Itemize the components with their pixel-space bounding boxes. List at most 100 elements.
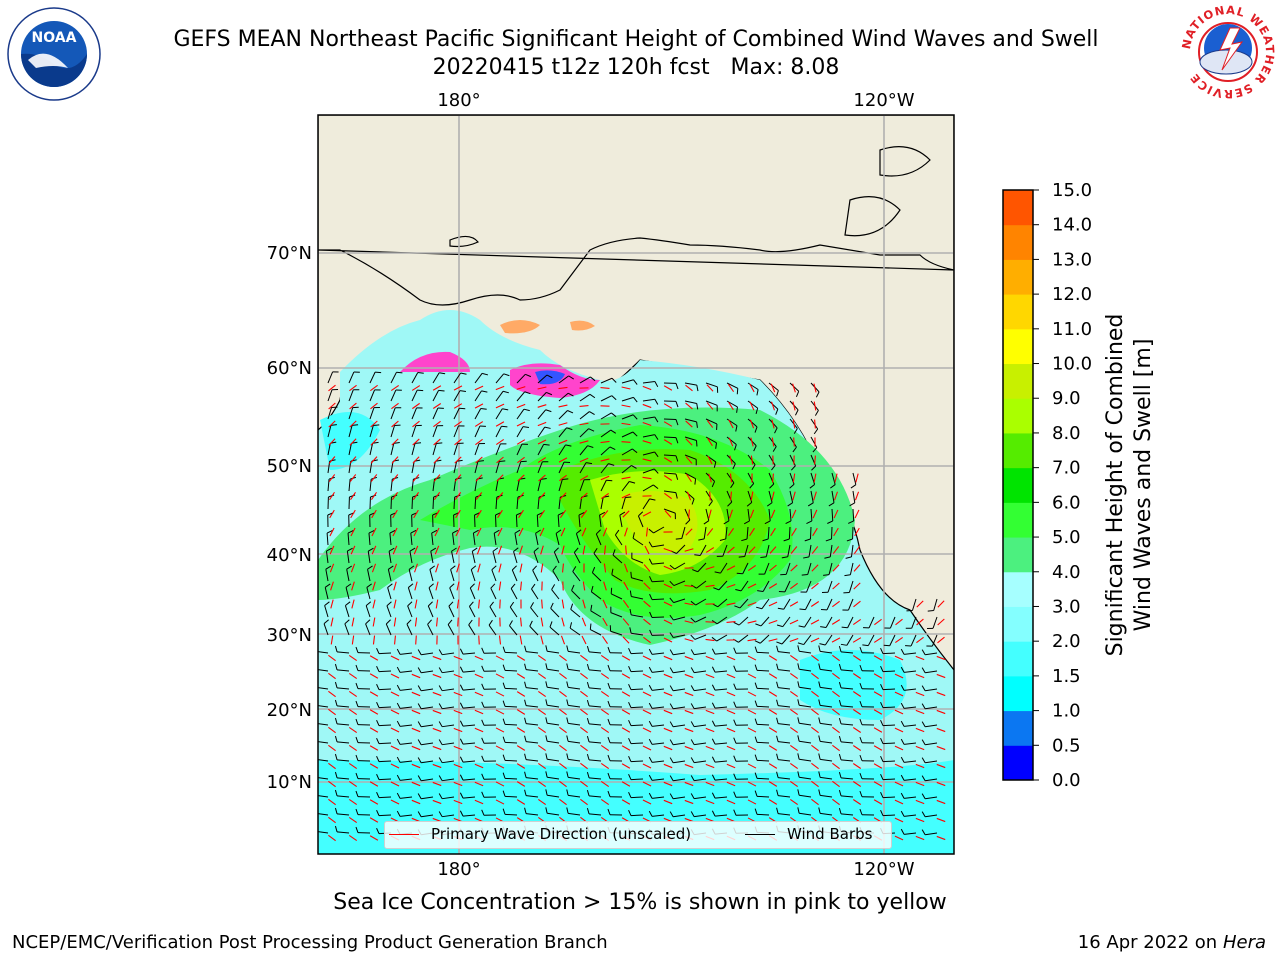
wind-barb bbox=[537, 409, 547, 420]
legend-line-black bbox=[745, 833, 775, 835]
wind-barb bbox=[463, 760, 476, 763]
wind-barb bbox=[366, 587, 371, 600]
wave-direction-arrow bbox=[349, 402, 357, 410]
colorbar-tick-label: 11.0 bbox=[1052, 319, 1092, 340]
wind-barb-flag bbox=[776, 681, 779, 688]
wind-barb bbox=[468, 606, 476, 618]
wind-barb bbox=[463, 778, 476, 781]
wave-direction-arrow bbox=[559, 762, 567, 770]
wind-barb bbox=[642, 468, 655, 474]
wave-direction-arrow bbox=[603, 563, 607, 573]
wave-direction-arrow bbox=[622, 636, 630, 644]
wind-barb-flag bbox=[555, 529, 562, 534]
wind-barb-flag bbox=[648, 702, 653, 709]
wave-direction-arrow bbox=[391, 438, 399, 446]
colorbar-tick-label: 15.0 bbox=[1052, 180, 1092, 201]
wind-barb bbox=[411, 389, 418, 402]
colorbar-label-line2: Wind Waves and Swell [m] bbox=[1131, 339, 1156, 632]
wind-barb bbox=[799, 740, 812, 744]
wave-direction-arrow bbox=[455, 527, 461, 537]
wind-barb-flag bbox=[818, 735, 821, 742]
wind-barb bbox=[421, 652, 434, 656]
wave-direction-arrow bbox=[495, 781, 505, 787]
wind-barb bbox=[474, 425, 481, 438]
wave-direction-arrow bbox=[625, 545, 627, 555]
wind-barb-flag bbox=[675, 437, 679, 444]
wind-barb-flag bbox=[347, 547, 353, 552]
wind-barb bbox=[841, 795, 854, 798]
wave-direction-arrow bbox=[684, 638, 694, 642]
wind-barb bbox=[651, 598, 665, 601]
wave-direction-arrow bbox=[726, 584, 736, 588]
wind-barb-flag bbox=[355, 772, 359, 779]
wind-barb-flag bbox=[537, 512, 543, 516]
wind-barb bbox=[526, 741, 539, 744]
wind-barb-flag bbox=[456, 459, 463, 462]
wave-direction-arrow bbox=[852, 673, 862, 679]
wind-barb-flag bbox=[355, 790, 359, 797]
wave-direction-arrow bbox=[790, 546, 798, 554]
wind-barb-flag bbox=[545, 699, 548, 706]
wave-direction-arrow bbox=[642, 403, 652, 409]
wind-barb bbox=[810, 418, 819, 430]
colorbar-tick-label: 5.0 bbox=[1052, 527, 1081, 548]
wave-direction-arrow bbox=[454, 474, 462, 482]
wind-barb bbox=[781, 634, 791, 645]
wind-barb bbox=[547, 722, 560, 726]
wind-barb bbox=[529, 625, 539, 636]
wind-barb bbox=[442, 778, 455, 782]
wind-barb-flag bbox=[566, 427, 573, 431]
lat-label-30n: 30°N bbox=[267, 625, 312, 646]
wave-direction-arrow bbox=[516, 763, 526, 769]
wind-barb bbox=[327, 407, 332, 420]
wind-barb-flag bbox=[502, 808, 506, 815]
wind-barb-flag bbox=[754, 682, 758, 689]
wave-direction-arrow bbox=[705, 799, 715, 805]
wave-direction-arrow bbox=[832, 564, 840, 572]
wind-barb-flag bbox=[315, 735, 316, 741]
wave-direction-arrow bbox=[582, 581, 586, 591]
wave-direction-arrow bbox=[328, 402, 336, 410]
noaa-logo: NOAA bbox=[7, 7, 101, 101]
wind-barb bbox=[803, 634, 812, 645]
wave-direction-arrow bbox=[748, 546, 756, 554]
wind-barb-flag bbox=[481, 647, 485, 654]
wave-direction-arrow bbox=[372, 581, 376, 591]
wind-barb bbox=[579, 497, 583, 510]
wind-barb-flag bbox=[921, 739, 926, 746]
wind-barb-flag bbox=[859, 646, 863, 653]
wave-direction-arrow bbox=[747, 673, 757, 679]
wave-direction-arrow bbox=[434, 527, 440, 537]
wind-barb-flag bbox=[714, 571, 721, 574]
sea-ice-kotzebue bbox=[570, 320, 595, 331]
wave-direction-arrow bbox=[434, 545, 440, 555]
wind-barb bbox=[850, 544, 854, 557]
wind-barb-flag bbox=[452, 529, 459, 534]
wind-barb-flag bbox=[838, 735, 842, 743]
wave-direction-arrow bbox=[541, 599, 543, 609]
wave-direction-arrow bbox=[328, 690, 336, 698]
wave-direction-arrow bbox=[811, 564, 819, 572]
colorbar-segment bbox=[1003, 363, 1033, 399]
wind-barb-flag bbox=[649, 611, 653, 618]
colorbar-tick-label: 6.0 bbox=[1052, 492, 1081, 513]
wave-direction-arrow bbox=[540, 545, 544, 555]
wind-barb-flag bbox=[522, 426, 530, 429]
wind-barb bbox=[789, 436, 797, 448]
wave-direction-arrow bbox=[495, 763, 505, 769]
wave-direction-arrow bbox=[643, 600, 651, 608]
wind-barb bbox=[378, 706, 392, 709]
wind-barb-flag bbox=[562, 478, 569, 480]
wave-direction-arrow bbox=[726, 655, 736, 661]
wind-barb-flag bbox=[546, 374, 553, 379]
wind-barb-flag bbox=[438, 739, 443, 745]
wind-barb bbox=[547, 794, 560, 798]
wind-barb bbox=[726, 436, 737, 445]
wind-barb bbox=[378, 652, 392, 655]
credit-date-text: 16 Apr 2022 on bbox=[1077, 932, 1223, 953]
wind-barb bbox=[442, 796, 455, 800]
sea-ice-note: Sea Ice Concentration > 15% is shown in … bbox=[333, 890, 947, 915]
wind-barb-flag bbox=[648, 774, 653, 781]
wind-barb bbox=[806, 580, 812, 593]
